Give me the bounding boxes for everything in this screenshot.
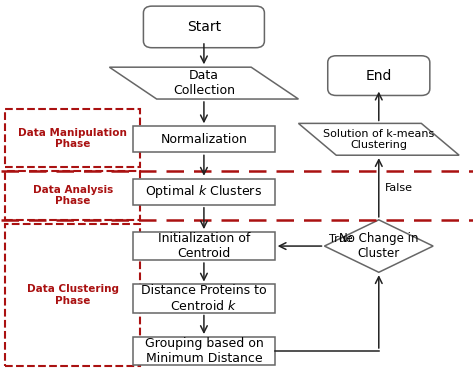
Text: Grouping based on
Minimum Distance: Grouping based on Minimum Distance xyxy=(145,337,263,365)
Text: Distance Proteins to
Centroid $k$: Distance Proteins to Centroid $k$ xyxy=(141,284,267,313)
Text: True: True xyxy=(329,234,353,244)
Polygon shape xyxy=(109,67,299,99)
Text: No Change in
Cluster: No Change in Cluster xyxy=(339,232,419,260)
Text: False: False xyxy=(384,182,412,193)
Polygon shape xyxy=(299,123,459,155)
Text: Data Clustering
Phase: Data Clustering Phase xyxy=(27,284,119,306)
Text: Initialization of
Centroid: Initialization of Centroid xyxy=(158,232,250,260)
Text: Normalization: Normalization xyxy=(161,133,247,146)
Polygon shape xyxy=(324,220,433,272)
Text: Data
Collection: Data Collection xyxy=(173,69,235,97)
Text: Start: Start xyxy=(187,20,221,34)
Bar xyxy=(133,126,275,152)
Text: Solution of k-means
Clustering: Solution of k-means Clustering xyxy=(323,129,434,150)
Text: End: End xyxy=(365,68,392,83)
Text: Optimal $k$ Clusters: Optimal $k$ Clusters xyxy=(146,183,263,200)
Bar xyxy=(133,179,275,205)
Bar xyxy=(133,337,275,365)
Bar xyxy=(133,285,275,312)
Text: Data Analysis
Phase: Data Analysis Phase xyxy=(33,185,113,206)
Text: Data Manipulation
Phase: Data Manipulation Phase xyxy=(18,127,127,149)
FancyBboxPatch shape xyxy=(328,56,430,96)
Bar xyxy=(133,232,275,260)
FancyBboxPatch shape xyxy=(144,6,264,48)
